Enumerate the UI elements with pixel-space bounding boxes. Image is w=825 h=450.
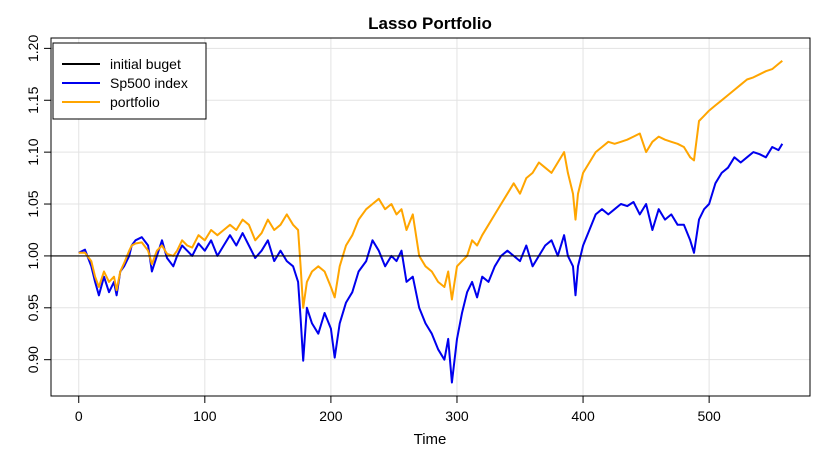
- x-tick-label: 300: [445, 408, 469, 424]
- legend-box: [52, 42, 207, 120]
- legend-label-portfolio: portfolio: [110, 94, 160, 110]
- y-tick-label: 1.00: [25, 242, 41, 269]
- chart-title: Lasso Portfolio: [368, 14, 492, 33]
- x-tick-label: 100: [193, 408, 217, 424]
- y-tick-label: 0.95: [25, 294, 41, 321]
- legend-label-initial-buget: initial buget: [110, 56, 181, 72]
- y-axis: 0.90 0.95 1.00 1.05 1.10 1.15 1.20: [25, 35, 51, 373]
- y-tick-label: 0.90: [25, 346, 41, 373]
- x-axis: 0 100 200 300 400 500: [75, 395, 721, 424]
- x-tick-label: 400: [571, 408, 595, 424]
- y-tick-label: 1.15: [25, 86, 41, 113]
- x-axis-title: Time: [414, 431, 447, 448]
- y-tick-label: 1.20: [25, 35, 41, 62]
- legend-label-sp500-index: Sp500 index: [110, 75, 188, 91]
- legend: initial buget Sp500 index portfolio: [52, 42, 207, 120]
- series-layer: [51, 60, 810, 384]
- x-tick-label: 500: [697, 408, 721, 424]
- y-tick-label: 1.10: [25, 138, 41, 165]
- x-tick-label: 200: [319, 408, 343, 424]
- series-line-sp500-index: [78, 143, 784, 384]
- y-tick-label: 1.05: [25, 190, 41, 217]
- x-tick-label: 0: [75, 408, 83, 424]
